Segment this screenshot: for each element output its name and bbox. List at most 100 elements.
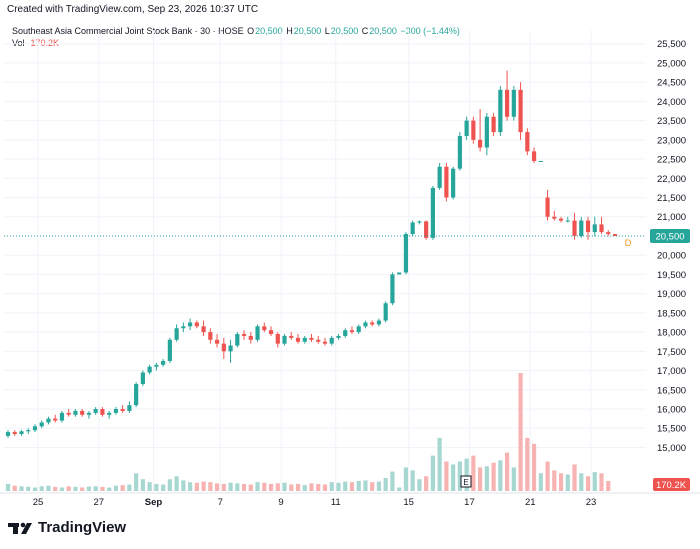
volume-bar	[174, 476, 179, 491]
volume-bar	[302, 485, 307, 491]
x-tick-label: 25	[33, 497, 44, 508]
candle-body	[235, 334, 240, 346]
candle-body	[363, 322, 368, 327]
volume-bar	[498, 460, 503, 491]
candle-body	[545, 197, 550, 217]
volume-bar	[430, 455, 435, 491]
volume-bar	[12, 485, 17, 491]
volume-bar	[167, 479, 172, 491]
volume-bar	[80, 487, 85, 491]
volume-bar	[275, 483, 280, 491]
y-tick-label: 17,500	[657, 347, 686, 358]
candle-body	[120, 409, 125, 411]
volume-label: Vol	[12, 38, 25, 48]
symbol-title: Southeast Asia Commercial Joint Stock Ba…	[12, 26, 244, 36]
candle-body	[383, 303, 388, 321]
tradingview-logo[interactable]: TradingView	[8, 519, 126, 536]
candle-body	[370, 322, 375, 325]
candle-body	[262, 326, 267, 331]
volume-value: 170.2K	[30, 38, 60, 48]
chart-legend: Southeast Asia Commercial Joint Stock Ba…	[12, 26, 461, 36]
candle-body	[66, 412, 71, 415]
volume-bar	[471, 455, 476, 491]
candle-body	[336, 335, 341, 338]
candle-body	[491, 116, 496, 133]
y-tick-label: 21,000	[657, 212, 686, 223]
volume-bar	[403, 467, 409, 491]
y-tick-label: 18,000	[657, 328, 686, 339]
y-tick-label: 19,500	[657, 270, 686, 281]
candle-body	[93, 409, 98, 413]
volume-bar	[5, 483, 11, 491]
candle-body	[525, 132, 530, 152]
volume-bar	[93, 486, 98, 491]
y-tick-label: 15,500	[657, 424, 686, 435]
candle-body	[329, 337, 334, 344]
candle-body	[248, 335, 253, 340]
volume-bar	[59, 487, 65, 491]
candle-body	[558, 218, 564, 221]
candle-body	[451, 168, 456, 198]
candle-body	[80, 410, 85, 415]
volume-value-box	[653, 478, 690, 491]
y-tick-label: 24,500	[657, 78, 686, 89]
x-tick-label: 7	[218, 497, 223, 508]
volume-bar	[491, 462, 496, 491]
candle-body	[518, 89, 523, 133]
volume-bar	[504, 452, 510, 491]
y-tick-label: 19,000	[657, 289, 686, 300]
volume-bar	[107, 487, 112, 491]
volume-bar	[46, 485, 51, 491]
candle-body	[188, 322, 193, 327]
volume-bar	[565, 474, 570, 491]
volume-bar	[592, 472, 597, 491]
volume-bar	[478, 467, 483, 491]
volume-bar	[336, 482, 341, 491]
volume-bar	[417, 479, 422, 491]
volume-bar	[376, 481, 382, 491]
volume-bar	[511, 467, 516, 491]
candle-body	[309, 337, 314, 340]
low-label: L	[324, 26, 330, 36]
candle-body	[606, 232, 611, 235]
volume-bar	[457, 461, 462, 491]
volume-bar	[451, 464, 456, 491]
candle-body	[437, 166, 442, 188]
candle-body	[397, 272, 402, 275]
candle-body	[181, 326, 186, 329]
candle-body	[349, 330, 355, 333]
high-label: H	[286, 26, 293, 36]
volume-bar	[32, 487, 38, 491]
candle-body	[612, 234, 618, 236]
volume-bar	[289, 484, 294, 491]
x-tick-label: 15	[403, 497, 414, 508]
candle-body	[471, 120, 476, 140]
candle-body	[221, 343, 226, 352]
candle-body	[147, 366, 152, 373]
candle-body	[592, 224, 597, 233]
volume-value-label: 170.2K	[656, 480, 687, 491]
candle-body	[19, 431, 24, 435]
volume-bar	[383, 478, 388, 491]
candle-body	[73, 410, 78, 415]
volume-bar	[444, 461, 449, 491]
candle-body	[511, 89, 516, 117]
volume-bar	[329, 482, 334, 491]
candle-body	[552, 216, 557, 219]
y-tick-label: 20,000	[657, 251, 686, 262]
volume-bar	[572, 464, 577, 491]
volume-bar	[100, 486, 105, 491]
volume-bar	[235, 483, 240, 491]
volume-bar	[410, 470, 415, 491]
candle-body	[376, 320, 382, 325]
candle-body	[390, 274, 395, 304]
y-tick-label: 21,500	[657, 193, 686, 204]
y-tick-label: 22,500	[657, 155, 686, 166]
candle-body	[228, 345, 233, 352]
volume-bar	[214, 483, 220, 491]
candle-body	[59, 412, 65, 421]
volume-bar	[356, 480, 361, 491]
candle-body	[295, 337, 301, 342]
earnings-marker-box	[460, 475, 472, 488]
